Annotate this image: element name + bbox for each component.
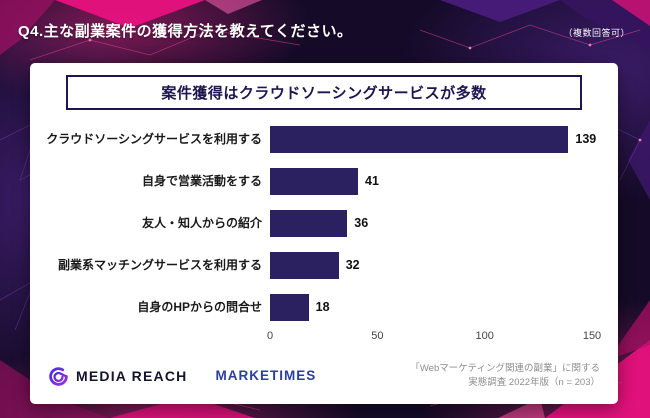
chart-row: 副業系マッチングサービスを利用する 32 xyxy=(44,244,604,286)
category-label: 友人・知人からの紹介 xyxy=(141,215,262,230)
chart-row: 友人・知人からの紹介 36 xyxy=(44,202,604,244)
value-label: 36 xyxy=(354,216,369,230)
card-footer: MEDIA REACH MARKETIMES 「Webマーケティング関連の副業」… xyxy=(44,354,604,398)
axis-tick-label: 100 xyxy=(475,330,494,342)
logos: MEDIA REACH MARKETIMES xyxy=(48,366,316,387)
value-label: 32 xyxy=(345,258,360,272)
marketimes-logo: MARKETIMES xyxy=(215,367,316,385)
category-label: 副業系マッチングサービスを利用する xyxy=(57,257,262,272)
bar-track: 139 xyxy=(270,125,604,153)
bar-track: 32 xyxy=(270,251,604,279)
chart-row: 自身のHPからの問合せ 18 xyxy=(44,286,604,328)
survey-source: 「Webマーケティング関連の副業」に関する 実態調査 2022年版（n = 20… xyxy=(410,362,600,390)
survey-source-line2: 実態調査 2022年版（n = 203） xyxy=(468,377,600,388)
marketimes-wordmark: MARKETIMES xyxy=(215,368,317,383)
value-label: 41 xyxy=(365,174,379,188)
chart-title: 案件獲得はクラウドソーシングサービスが多数 xyxy=(66,75,582,110)
chart-card: 案件獲得はクラウドソーシングサービスが多数 クラウドソーシングサービスを利用する… xyxy=(30,63,618,404)
chart-row: 自身で営業活動をする 41 xyxy=(44,160,604,202)
media-reach-logo: MEDIA REACH xyxy=(48,366,187,387)
category-label: 自身で営業活動をする xyxy=(141,173,262,188)
bar xyxy=(270,125,569,153)
x-axis: 0 50 100 150 xyxy=(266,328,604,346)
bar-track: 36 xyxy=(270,209,604,237)
bar-track: 18 xyxy=(270,293,604,321)
bar xyxy=(270,209,348,237)
question-title: Q4.主な副業案件の獲得方法を教えてください。 xyxy=(18,23,353,40)
axis-tick-label: 150 xyxy=(582,330,602,342)
survey-source-line1: 「Webマーケティング関連の副業」に関する xyxy=(410,363,600,375)
chart-row: クラウドソーシングサービスを利用する 139 xyxy=(44,118,604,160)
media-reach-wordmark: MEDIA REACH xyxy=(76,368,188,384)
value-label: 18 xyxy=(315,300,330,314)
bar-track: 41 xyxy=(270,167,604,195)
multiple-answers-note: （複数回答可） xyxy=(563,28,630,38)
category-label: 自身のHPからの問合せ xyxy=(137,299,262,314)
header: Q4.主な副業案件の獲得方法を教えてください。 （複数回答可） xyxy=(0,0,650,62)
value-label: 139 xyxy=(575,132,597,146)
bar xyxy=(270,293,309,321)
bar xyxy=(270,167,358,195)
category-label: クラウドソーシングサービスを利用する xyxy=(46,131,262,146)
media-reach-icon xyxy=(48,366,69,387)
axis-tick-label: 50 xyxy=(371,330,384,342)
axis-tick-label: 0 xyxy=(266,330,274,342)
bar xyxy=(270,251,339,279)
bar-chart: クラウドソーシングサービスを利用する 139 自身で営業活動をする 41 友人・知人から… xyxy=(44,118,604,328)
